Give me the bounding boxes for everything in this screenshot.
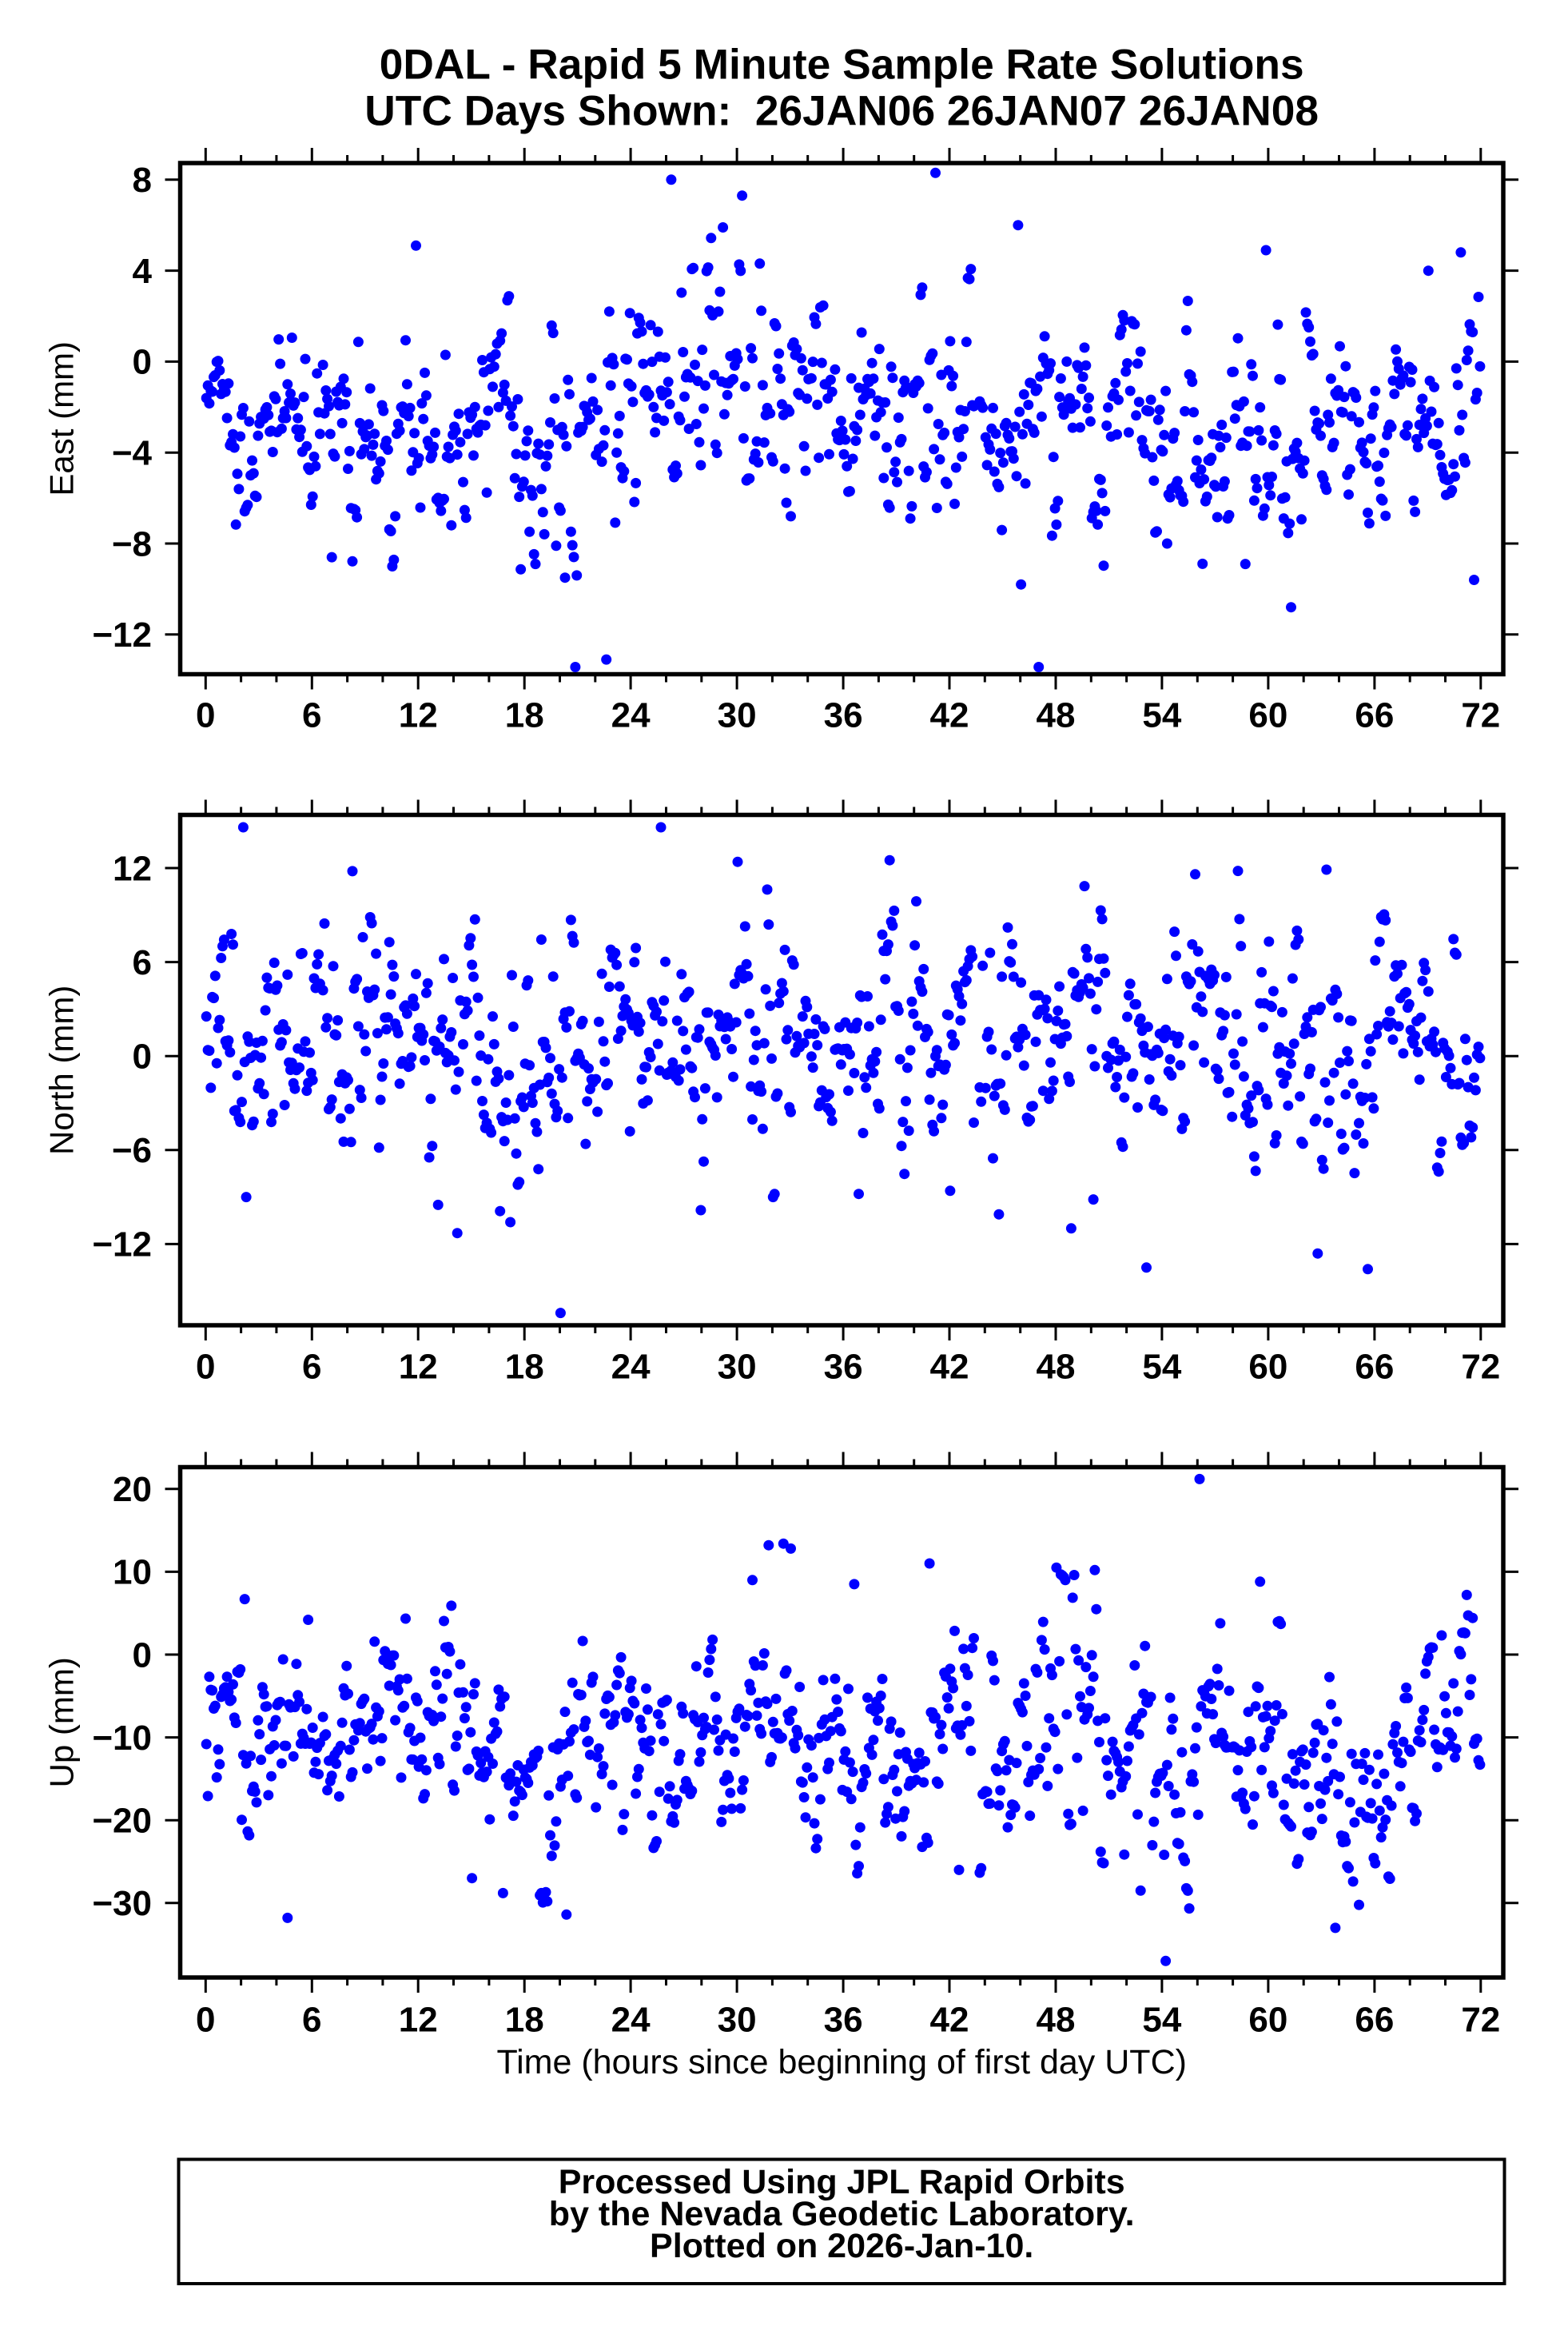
svg-text:66: 66 [1355, 1347, 1394, 1386]
svg-text:72: 72 [1461, 695, 1500, 735]
svg-text:30: 30 [718, 695, 757, 735]
svg-text:0: 0 [133, 343, 152, 382]
svg-text:North (mm): North (mm) [43, 986, 81, 1155]
svg-text:30: 30 [718, 2001, 757, 2040]
svg-text:54: 54 [1142, 2001, 1181, 2040]
svg-text:12: 12 [399, 2001, 438, 2040]
svg-text:60: 60 [1248, 1347, 1287, 1386]
svg-text:60: 60 [1248, 695, 1287, 735]
svg-text:66: 66 [1355, 695, 1394, 735]
svg-text:48: 48 [1037, 2001, 1076, 2040]
svg-text:24: 24 [611, 1347, 651, 1386]
svg-text:18: 18 [505, 695, 544, 735]
svg-text:12: 12 [399, 695, 438, 735]
svg-text:−10: −10 [92, 1719, 152, 1758]
svg-text:42: 42 [930, 695, 969, 735]
svg-text:8: 8 [133, 161, 152, 200]
svg-text:by the Nevada Geodetic Laborat: by the Nevada Geodetic Laboratory. [549, 2195, 1135, 2233]
svg-text:36: 36 [824, 1347, 863, 1386]
svg-text:20: 20 [113, 1470, 152, 1509]
svg-text:6: 6 [302, 695, 321, 735]
svg-text:−4: −4 [112, 434, 153, 473]
svg-text:0: 0 [196, 695, 215, 735]
svg-text:10: 10 [113, 1553, 152, 1592]
svg-text:24: 24 [611, 695, 651, 735]
svg-text:−12: −12 [92, 615, 152, 655]
svg-text:−30: −30 [92, 1884, 152, 1923]
svg-text:36: 36 [824, 2001, 863, 2040]
svg-text:−12: −12 [92, 1225, 152, 1265]
svg-text:Time (hours since beginning of: Time (hours since beginning of first day… [496, 2043, 1187, 2081]
svg-text:−6: −6 [112, 1131, 152, 1170]
svg-text:12: 12 [399, 1347, 438, 1386]
svg-text:54: 54 [1142, 1347, 1181, 1386]
svg-text:0DAL - Rapid 5 Minute Sample R: 0DAL - Rapid 5 Minute Sample Rate Soluti… [380, 42, 1304, 89]
svg-text:24: 24 [611, 2001, 651, 2040]
svg-text:6: 6 [133, 943, 152, 982]
svg-text:54: 54 [1142, 695, 1181, 735]
svg-text:30: 30 [718, 1347, 757, 1386]
svg-text:−8: −8 [112, 524, 152, 564]
svg-text:12: 12 [113, 849, 152, 888]
svg-text:72: 72 [1461, 2001, 1500, 2040]
svg-text:Plotted on 2026-Jan-10.: Plotted on 2026-Jan-10. [650, 2227, 1033, 2265]
svg-text:−20: −20 [92, 1802, 152, 1841]
svg-text:0: 0 [196, 2001, 215, 2040]
svg-text:48: 48 [1037, 1347, 1076, 1386]
svg-text:36: 36 [824, 695, 863, 735]
svg-text:0: 0 [133, 1635, 152, 1675]
svg-text:60: 60 [1248, 2001, 1287, 2040]
svg-text:6: 6 [302, 2001, 321, 2040]
svg-text:18: 18 [505, 2001, 544, 2040]
svg-text:42: 42 [930, 2001, 969, 2040]
svg-text:0: 0 [133, 1038, 152, 1077]
svg-text:48: 48 [1037, 695, 1076, 735]
svg-text:42: 42 [930, 1347, 969, 1386]
svg-text:Processed Using JPL Rapid Orbi: Processed Using JPL Rapid Orbits [559, 2163, 1125, 2201]
svg-text:UTC Days Shown: 26JAN06 26JAN: UTC Days Shown: 26JAN06 26JAN07 26JAN08 [364, 88, 1319, 135]
svg-text:18: 18 [505, 1347, 544, 1386]
svg-text:4: 4 [133, 252, 153, 291]
svg-text:72: 72 [1461, 1347, 1500, 1386]
svg-text:East (mm): East (mm) [43, 341, 81, 496]
svg-text:6: 6 [302, 1347, 321, 1386]
svg-text:0: 0 [196, 1347, 215, 1386]
svg-text:Up (mm): Up (mm) [43, 1657, 81, 1787]
svg-text:66: 66 [1355, 2001, 1394, 2040]
